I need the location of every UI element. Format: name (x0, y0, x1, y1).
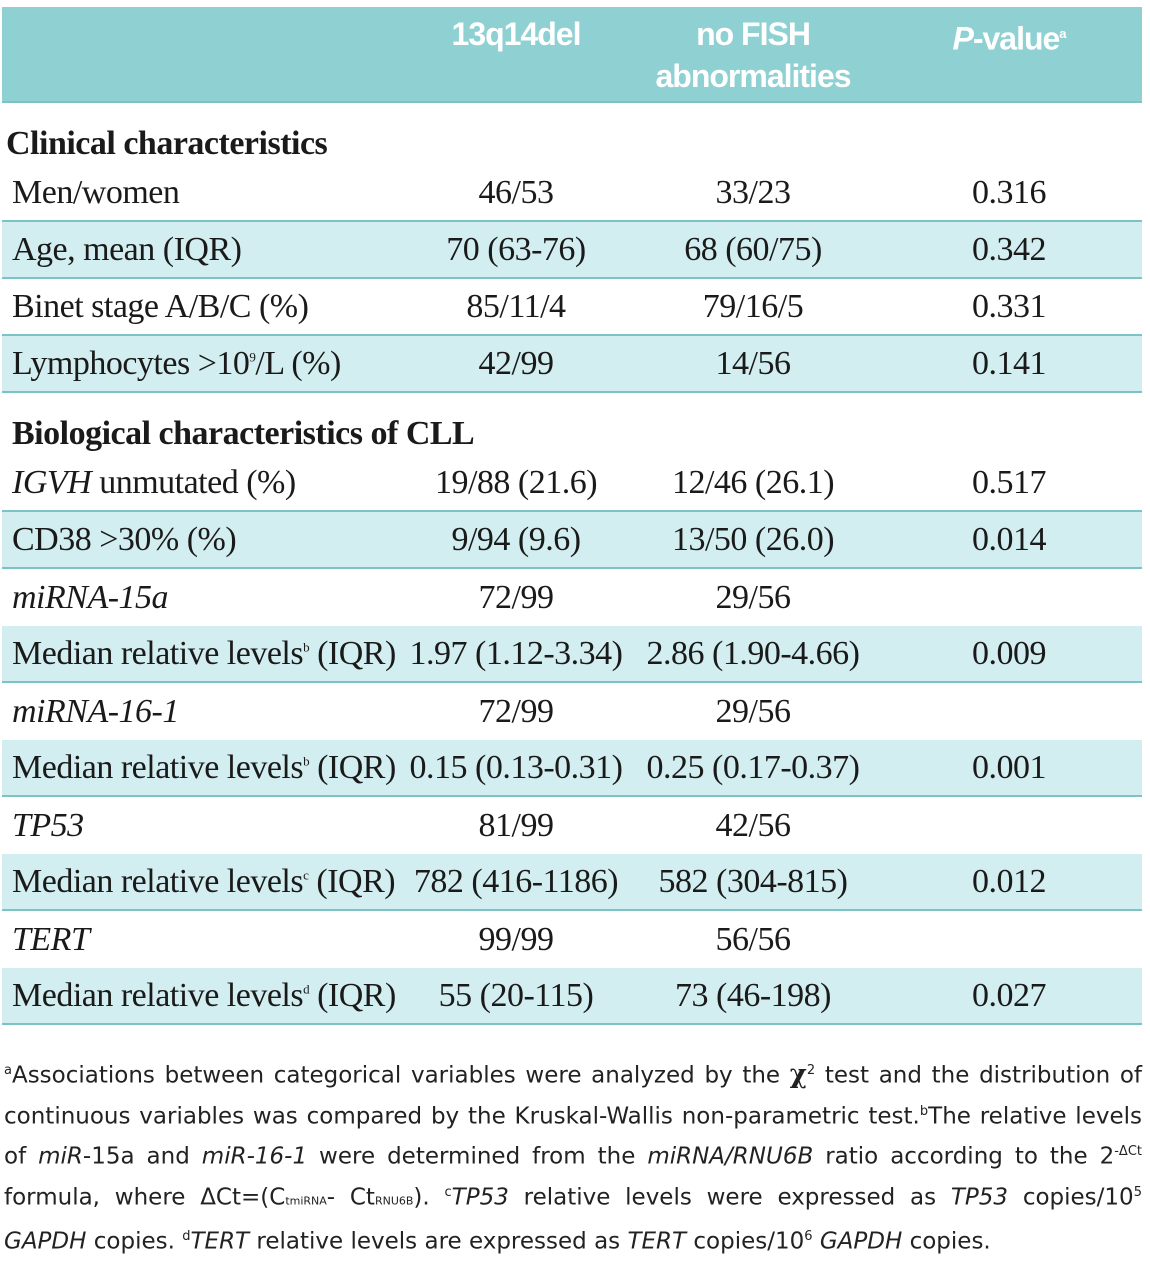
cell-no-fish: 29/56 (715, 578, 791, 616)
row-label: Lymphocytes >109/L (%) (12, 344, 341, 382)
row-label: miRNA-15a (12, 578, 169, 616)
cell-no-fish: 56/56 (715, 920, 791, 958)
data-table: 13q14del no FISH abnormalities P-valuea C… (2, 7, 1142, 1025)
cell-13q14del: 72/99 (478, 692, 554, 730)
header-no-fish: no FISH abnormalities (655, 16, 851, 94)
table-row: Median relative levelsb (IQR) 0.15 (0.13… (2, 740, 1142, 797)
cell-13q14del: 72/99 (478, 578, 554, 616)
cell-no-fish: 14/56 (715, 344, 791, 382)
cell-13q14del: 0.15 (0.13-0.31) (409, 748, 623, 786)
row-label: Median relative levelsd (IQR) (12, 976, 396, 1014)
cell-13q14del: 85/11/4 (466, 287, 566, 325)
cell-no-fish: 13/50 (26.0) (671, 520, 835, 558)
cell-no-fish: 12/46 (26.1) (671, 463, 835, 501)
cell-no-fish: 79/16/5 (702, 287, 804, 325)
cell-p-value: 0.009 (972, 634, 1047, 672)
cell-p-value: 0.012 (972, 862, 1047, 900)
header-empty-cell (2, 7, 402, 101)
table-row: miRNA-16-1 72/99 29/56 (2, 683, 1142, 740)
table-header: 13q14del no FISH abnormalities P-valuea (2, 7, 1142, 103)
row-label: TERT (12, 920, 90, 958)
section-clinical: Clinical characteristics (6, 125, 328, 162)
row-label: TP53 (12, 806, 84, 844)
cell-no-fish: 68 (60/75) (684, 230, 822, 268)
section-biological: Biological characteristics of CLL (12, 415, 475, 452)
cell-p-value: 0.331 (972, 287, 1047, 325)
row-label: Median relative levelsc (IQR) (12, 862, 396, 900)
cell-13q14del: 55 (20-115) (438, 976, 594, 1014)
cell-no-fish: 42/56 (715, 806, 791, 844)
cell-no-fish: 73 (46-198) (675, 976, 831, 1014)
table-row: IGVH unmutated (%) 19/88 (21.6) 12/46 (2… (2, 455, 1142, 512)
cell-13q14del: 42/99 (478, 344, 554, 382)
cell-no-fish: 582 (304-815) (658, 862, 848, 900)
cell-p-value: 0.517 (972, 463, 1047, 501)
cell-p-value: 0.027 (972, 976, 1047, 1014)
table-row: Lymphocytes >109/L (%) 42/99 14/56 0.141 (2, 336, 1142, 393)
cell-13q14del: 19/88 (21.6) (434, 463, 598, 501)
table-row: TERT 99/99 56/56 (2, 911, 1142, 968)
table-row: Binet stage A/B/C (%) 85/11/4 79/16/5 0.… (2, 279, 1142, 336)
row-label: miRNA-16-1 (12, 692, 179, 730)
cell-no-fish: 33/23 (715, 173, 791, 211)
row-label: Age, mean (IQR) (12, 230, 242, 268)
cell-13q14del: 70 (63-76) (446, 230, 586, 268)
cell-p-value: 0.014 (972, 520, 1047, 558)
table-row: Median relative levelsb (IQR) 1.97 (1.12… (2, 626, 1142, 683)
cell-no-fish: 0.25 (0.17-0.37) (646, 748, 860, 786)
table-row: TP53 81/99 42/56 (2, 797, 1142, 854)
cell-13q14del: 9/94 (9.6) (451, 520, 581, 558)
cell-p-value: 0.141 (972, 344, 1047, 382)
row-label: CD38 >30% (%) (12, 520, 237, 558)
row-label: Binet stage A/B/C (%) (12, 287, 309, 325)
table-row: miRNA-15a 72/99 29/56 (2, 569, 1142, 626)
cell-13q14del: 81/99 (478, 806, 554, 844)
row-label: Median relative levelsb (IQR) (12, 748, 396, 786)
row-label: IGVH unmutated (%) (12, 463, 296, 501)
cell-p-value: 0.001 (972, 748, 1047, 786)
table-row: CD38 >30% (%) 9/94 (9.6) 13/50 (26.0) 0.… (2, 512, 1142, 569)
table-row: Men/women 46/53 33/23 0.316 (2, 165, 1142, 222)
table-row: Age, mean (IQR) 70 (63-76) 68 (60/75) 0.… (2, 222, 1142, 279)
cell-13q14del: 1.97 (1.12-3.34) (409, 634, 623, 672)
table-row: Median relative levelsc (IQR) 782 (416-1… (2, 854, 1142, 911)
row-label: Median relative levelsb (IQR) (12, 634, 396, 672)
header-13q14del: 13q14del (451, 16, 582, 52)
cell-no-fish: 2.86 (1.90-4.66) (646, 634, 860, 672)
table-footnote: aAssociations between categorical variab… (4, 1059, 1142, 1255)
cell-p-value: 0.316 (972, 173, 1047, 211)
cell-no-fish: 29/56 (715, 692, 791, 730)
row-label: Men/women (12, 173, 180, 211)
cell-13q14del: 99/99 (478, 920, 554, 958)
cell-13q14del: 782 (416-1186) (413, 862, 619, 900)
table-row: Median relative levelsd (IQR) 55 (20-115… (2, 968, 1142, 1025)
cell-p-value: 0.342 (972, 230, 1047, 268)
cell-13q14del: 46/53 (478, 173, 554, 211)
header-p-value: P-valuea (952, 20, 1066, 57)
